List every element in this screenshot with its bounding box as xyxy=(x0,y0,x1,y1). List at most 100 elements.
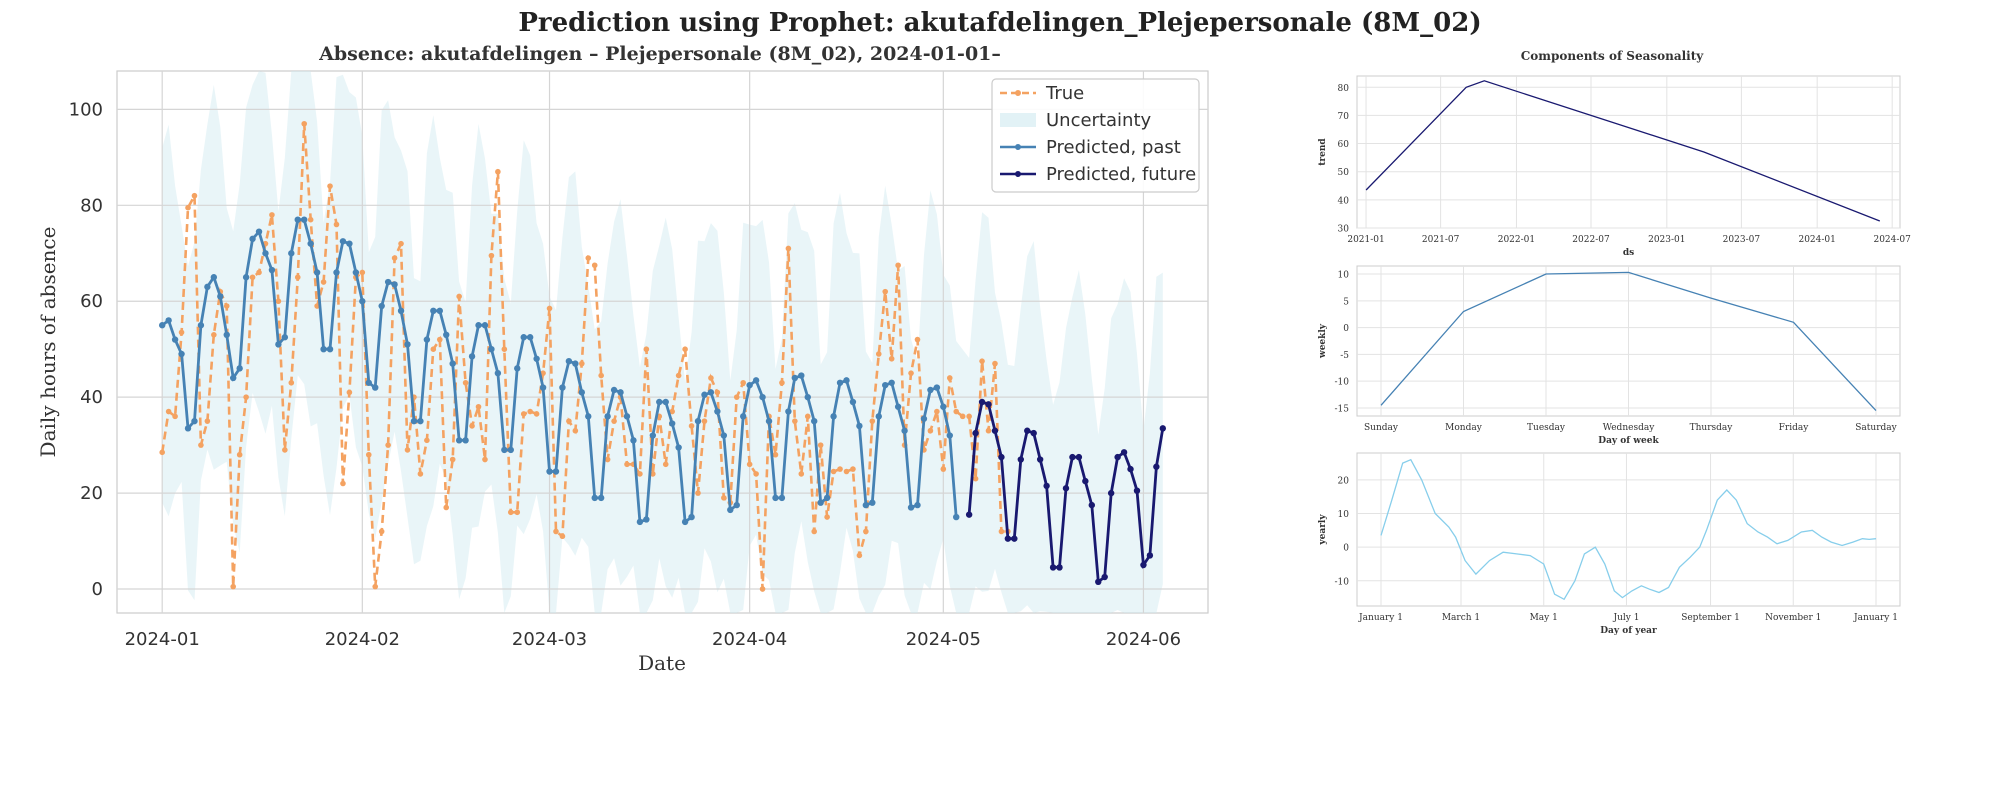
true-point xyxy=(714,389,721,396)
main-forecast-chart: 0 20 40 60 80 100 2024-01 2024-02 2024-03 2024-04… xyxy=(36,43,1209,675)
predicted-future-point xyxy=(1069,453,1076,461)
predicted-past-point xyxy=(533,355,540,362)
predicted-past-point xyxy=(694,417,702,425)
predicted-past-point xyxy=(830,413,837,420)
predicted-past-point xyxy=(927,386,934,394)
predicted-past-point xyxy=(210,274,218,281)
true-point xyxy=(733,394,740,400)
true-point xyxy=(559,533,566,540)
predicted-past-point xyxy=(397,307,405,315)
predicted-past-point xyxy=(836,379,844,386)
true-point xyxy=(475,403,482,410)
predicted-past-point xyxy=(481,322,489,329)
panel-y-tick-label: 50 xyxy=(1338,168,1350,178)
true-point xyxy=(746,461,753,468)
predicted-past-point xyxy=(301,216,308,223)
true-point xyxy=(165,408,172,415)
true-point xyxy=(869,418,876,424)
true-point xyxy=(662,461,669,468)
true-point xyxy=(488,252,495,259)
true-point xyxy=(223,303,230,309)
true-point xyxy=(972,475,979,482)
predicted-past-line xyxy=(161,218,958,525)
true-point xyxy=(895,262,901,269)
true-point xyxy=(843,468,850,475)
true-point xyxy=(211,332,217,338)
predicted-past-point xyxy=(430,307,437,315)
true-point xyxy=(804,413,811,420)
true-point xyxy=(301,120,308,127)
x-tick-label: 2024-06 xyxy=(1106,629,1181,650)
y-tick-label: 40 xyxy=(80,387,103,408)
true-point xyxy=(966,413,972,420)
panel-x-tick-label: 2021-01 xyxy=(1347,235,1384,245)
predicted-past-point xyxy=(339,238,347,245)
predicted-future-point xyxy=(1075,453,1083,461)
panel-x-tick-label: 2022-07 xyxy=(1572,235,1610,245)
true-point xyxy=(307,216,314,223)
true-point xyxy=(856,552,863,559)
true-point xyxy=(740,379,746,386)
panel-x-tick-label: 2024-07 xyxy=(1873,235,1911,245)
panel-y-tick-label: -10 xyxy=(1335,577,1350,587)
true-point xyxy=(424,437,430,444)
predicted-past-point xyxy=(217,293,224,300)
true-point xyxy=(249,274,256,281)
panel-x-tick-label: January 1 xyxy=(1853,613,1898,623)
x-tick-label: 2024-04 xyxy=(712,629,787,650)
predicted-past-point xyxy=(630,437,637,444)
predicted-past-point xyxy=(597,494,605,502)
predicted-past-point xyxy=(488,345,495,353)
predicted-future-point xyxy=(1088,501,1095,509)
legend-box xyxy=(991,78,1200,193)
predicted-past-point xyxy=(501,446,508,454)
predicted-past-point xyxy=(649,432,657,439)
predicted-future-point xyxy=(1153,463,1160,470)
predicted-past-point xyxy=(230,374,237,382)
legend: True Uncertainty Predicted, past Predicted,… xyxy=(991,78,1200,193)
true-point xyxy=(230,583,237,590)
true-point xyxy=(294,274,301,281)
panel-y-tick-label: -10 xyxy=(1335,378,1350,388)
panel-y-tick-label: 40 xyxy=(1338,196,1350,206)
predicted-past-point xyxy=(843,377,850,384)
predicted-past-point xyxy=(578,389,586,396)
panel-y-tick-label: 60 xyxy=(1338,140,1350,150)
true-point xyxy=(611,418,617,424)
true-point xyxy=(372,583,379,590)
panel-y-tick-label: -5 xyxy=(1340,351,1349,361)
true-point xyxy=(385,442,391,448)
true-point xyxy=(333,221,340,228)
component-line xyxy=(1380,458,1877,601)
predicted-past-point xyxy=(862,501,870,509)
panel-x-tick-label: Wednesday xyxy=(1603,423,1655,433)
panel-x-tick-label: Sunday xyxy=(1364,423,1399,433)
predicted-past-point xyxy=(798,372,805,379)
predicted-past-point xyxy=(255,228,263,235)
true-point xyxy=(533,411,540,417)
predicted-future-point xyxy=(1043,482,1050,490)
predicted-future-point xyxy=(1101,573,1108,581)
true-point xyxy=(546,305,553,312)
true-point xyxy=(391,255,398,261)
predicted-past-point xyxy=(875,413,882,420)
predicted-past-point xyxy=(920,415,928,422)
predicted-past-point xyxy=(391,281,398,288)
true-point xyxy=(269,212,275,218)
true-point xyxy=(817,442,824,448)
seasonality-title: Components of Seasonality xyxy=(1521,49,1705,63)
predicted-past-point xyxy=(178,350,185,358)
predicted-future-point xyxy=(985,401,992,408)
predicted-future-point xyxy=(1095,578,1102,586)
true-point xyxy=(507,509,514,516)
predicted-past-point xyxy=(184,425,192,432)
true-point xyxy=(462,379,469,386)
predicted-past-point xyxy=(585,413,592,420)
predicted-past-point xyxy=(643,516,650,523)
predicted-past-point xyxy=(623,413,631,420)
predicted-past-point xyxy=(455,437,463,444)
predicted-past-point xyxy=(372,384,379,391)
predicted-past-point xyxy=(197,322,205,329)
predicted-past-point xyxy=(675,444,682,451)
